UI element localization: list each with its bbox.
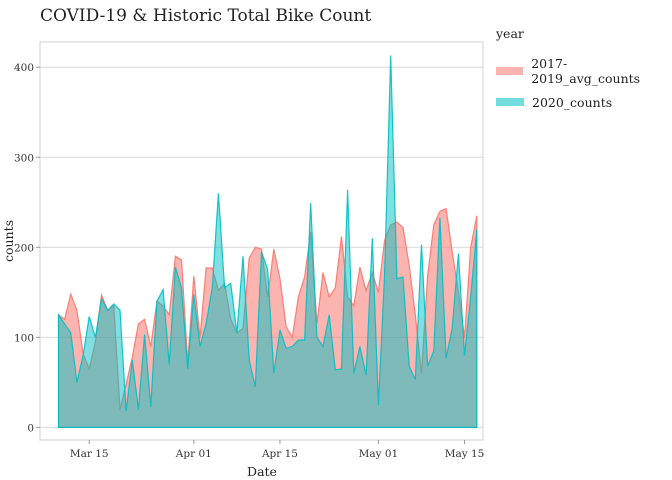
legend-title: year [496, 26, 524, 41]
x-tick-label: Mar 15 [70, 448, 109, 460]
y-tick-label: 100 [14, 332, 34, 344]
plot-area [39, 41, 484, 441]
legend-swatch-avg [496, 67, 524, 75]
y-tick-label: 200 [14, 242, 34, 254]
y-tick-label: 400 [14, 62, 34, 74]
x-axis: Mar 15 Apr 01 Apr 15 May 01 May 15 [70, 440, 485, 460]
chart-title: COVID-19 & Historic Total Bike Count [40, 6, 372, 26]
x-tick-label: May 15 [445, 448, 485, 460]
area-2020 [57, 55, 478, 428]
area-series [57, 55, 478, 428]
x-tick-label: Apr 01 [175, 448, 212, 460]
legend-label-avg: 2017-2019_avg_counts [531, 56, 641, 86]
y-axis: 0 100 200 300 400 [14, 62, 40, 434]
y-axis-label: counts [1, 220, 16, 262]
legend-swatch-2020 [496, 98, 524, 106]
legend-item-2020[interactable]: 2020_counts [496, 92, 672, 112]
x-tick-label: Apr 15 [261, 448, 298, 460]
x-axis-label: Date [247, 464, 277, 479]
legend-label-2020: 2020_counts [532, 94, 613, 110]
y-tick-label: 300 [14, 152, 34, 164]
y-tick-label: 0 [27, 422, 34, 434]
legend-item-avg[interactable]: 2017-2019_avg_counts [496, 56, 672, 86]
legend: year 2017-2019_avg_counts 2020_counts [496, 26, 672, 123]
x-tick-label: May 01 [359, 448, 399, 460]
